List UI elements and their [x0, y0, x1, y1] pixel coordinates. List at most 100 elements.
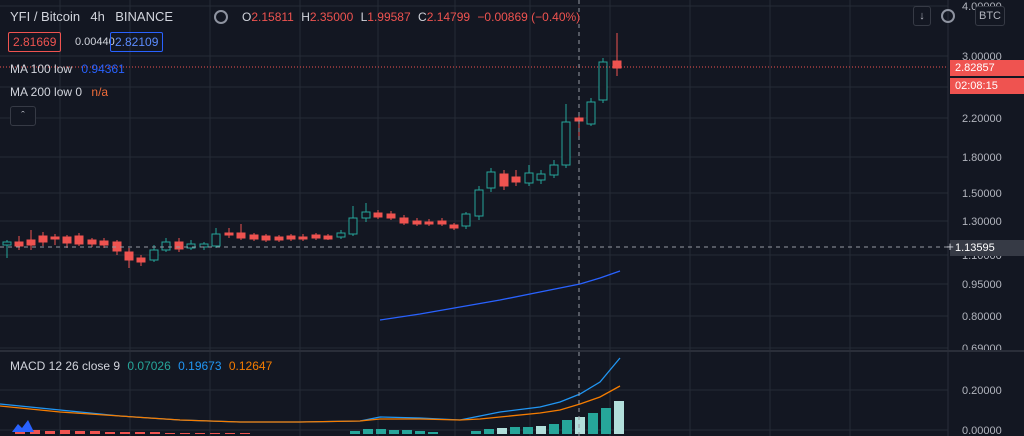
macd-histogram-bar: [523, 427, 533, 434]
change-value: −0.00869 (−0.40%): [477, 10, 581, 24]
macd-histogram-bar: [363, 429, 373, 434]
candle-down: [424, 221, 434, 225]
candle-up: [549, 164, 559, 176]
candle-down: [99, 240, 109, 246]
macd-tick-label: 0.20000: [962, 385, 1002, 397]
candle-down: [298, 236, 308, 240]
candle-up: [524, 172, 534, 184]
chevron-up-icon: ˆ: [21, 110, 25, 122]
high-label: H: [301, 10, 310, 24]
candle-down: [249, 234, 259, 240]
candle-up: [361, 211, 371, 219]
macd-histogram-bar: [402, 430, 412, 434]
price-tick-label: 1.30000: [962, 216, 1002, 228]
arrow-down-icon: ↓: [919, 10, 925, 22]
macd-legend[interactable]: MACD 12 26 close 9 0.07026 0.19673 0.126…: [10, 359, 272, 373]
macd-histogram-bar: [45, 431, 55, 434]
ma200-value: n/a: [91, 85, 109, 99]
status-dot-icon: [214, 10, 228, 24]
candle-up: [348, 217, 358, 235]
candle-down: [26, 239, 36, 246]
macd-signal-value: 0.12647: [228, 359, 273, 373]
macd-histogram-bar: [195, 433, 205, 434]
candle-down: [136, 257, 146, 263]
collapse-legend-button[interactable]: ˆ: [10, 106, 36, 126]
macd-histogram-bar: [350, 431, 360, 434]
candle-down: [124, 251, 134, 261]
candle-up: [461, 213, 471, 227]
macd-histogram-bar: [15, 431, 25, 434]
candle-up: [598, 61, 608, 101]
ask-button[interactable]: 2.82109: [110, 32, 164, 52]
macd-histogram-bar: [549, 424, 559, 434]
spread-value: 0.00440: [75, 36, 115, 48]
macd-histogram-bar: [575, 417, 585, 434]
macd-tick-label: 0.00000: [962, 425, 1002, 436]
close-label: C: [418, 10, 427, 24]
candle-down: [437, 220, 447, 225]
interval-label[interactable]: 4h: [90, 9, 105, 24]
macd-histogram-bar: [75, 431, 85, 434]
macd-histogram-bar: [484, 429, 494, 434]
candle-up: [149, 249, 159, 261]
currency-badge[interactable]: BTC: [975, 6, 1005, 26]
candle-down: [373, 212, 383, 218]
candle-up: [536, 173, 546, 181]
candle-down: [236, 232, 246, 239]
ma100-legend[interactable]: MA 100 low 0.94361: [10, 62, 125, 76]
candle-down: [50, 236, 60, 240]
candle-up: [2, 241, 12, 246]
scroll-down-button[interactable]: ↓: [913, 6, 931, 26]
macd-histogram-bar: [415, 431, 425, 434]
price-tick-label: 1.80000: [962, 152, 1002, 164]
macd-histogram-bar: [536, 426, 546, 434]
candle-down: [412, 220, 422, 225]
ma200-legend[interactable]: MA 200 low 0 n/a: [10, 85, 108, 99]
price-tick-label: 2.20000: [962, 113, 1002, 125]
candle-down: [224, 232, 234, 236]
candle-down: [612, 60, 622, 69]
macd-histogram-bar: [90, 431, 100, 434]
candle-up: [486, 171, 496, 189]
ma200-label: MA 200 low 0: [10, 85, 83, 99]
low-value: 1.99587: [367, 10, 411, 24]
macd-line-value: 0.19673: [178, 359, 222, 373]
macd-histogram-bar: [240, 433, 250, 434]
macd-histogram-bar: [601, 408, 611, 434]
candle-up: [211, 233, 221, 247]
ma100-label: MA 100 low: [10, 62, 73, 76]
candle-down: [323, 235, 333, 240]
macd-histogram-bar: [180, 433, 190, 434]
ma100-value: 0.94361: [81, 62, 125, 76]
ma100-line: [379, 270, 621, 321]
exchange-label: BINANCE: [115, 9, 174, 24]
add-plus-icon[interactable]: +: [946, 239, 954, 254]
settings-gear-icon[interactable]: [941, 9, 955, 23]
macd-signal-line: [0, 385, 621, 423]
high-value: 2.35000: [309, 10, 354, 24]
symbol-name[interactable]: YFI / Bitcoin: [10, 9, 81, 24]
candle-down: [174, 241, 184, 250]
candle-up: [186, 243, 196, 249]
macd-histogram-bar: [30, 430, 40, 434]
macd-histogram-bar: [210, 433, 220, 434]
candle-up: [586, 101, 596, 125]
macd-histogram-bar: [614, 401, 624, 434]
open-value: 2.15811: [251, 10, 294, 24]
countdown-tag: 02:08:15: [950, 78, 1024, 94]
candle-down: [74, 235, 84, 245]
candle-down: [14, 241, 24, 247]
low-label: L: [360, 10, 368, 24]
macd-histogram-bar: [120, 432, 130, 434]
symbol-legend: YFI / Bitcoin 4h BINANCE: [10, 9, 173, 24]
macd-histogram-bar: [510, 427, 520, 434]
candle-up: [336, 232, 346, 238]
candle-up: [561, 121, 571, 166]
macd-histogram-bar: [588, 413, 598, 434]
macd-label: MACD 12 26 close 9: [10, 359, 121, 373]
candle-down: [38, 235, 48, 243]
bid-button[interactable]: 2.81669: [8, 32, 62, 52]
candle-down: [274, 236, 284, 241]
candle-down: [386, 213, 396, 219]
